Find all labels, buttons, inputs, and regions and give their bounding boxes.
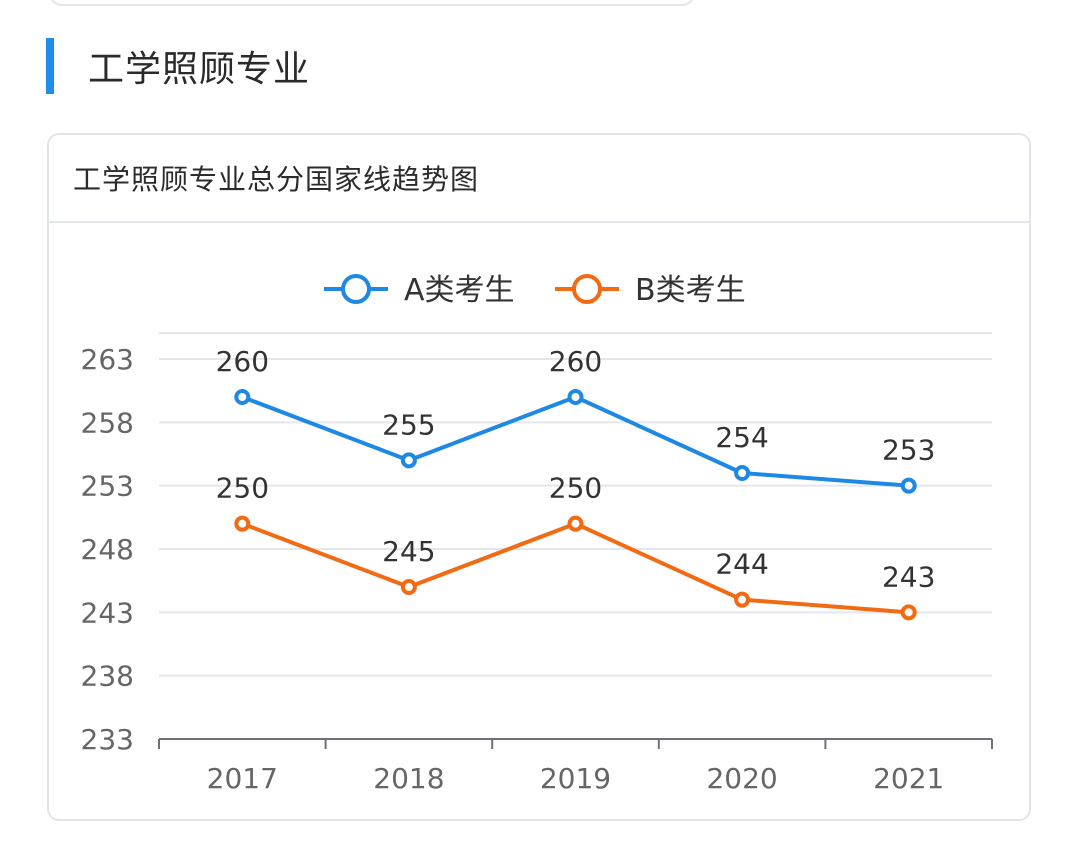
legend-label: B类考生 bbox=[635, 273, 746, 308]
previous-card-edge bbox=[48, 0, 696, 6]
section-accent-bar bbox=[46, 38, 54, 94]
data-label: 245 bbox=[382, 535, 435, 568]
x-tick-label: 2018 bbox=[373, 762, 444, 795]
data-point[interactable] bbox=[567, 389, 584, 405]
x-tick-label: 2021 bbox=[873, 762, 944, 795]
data-point[interactable] bbox=[567, 515, 584, 532]
section-header: 工学照顾专业 bbox=[46, 38, 310, 94]
data-label: 260 bbox=[549, 345, 602, 378]
x-axis-labels: 2017 2018 2019 2020 2021 bbox=[207, 762, 945, 795]
legend-marker-icon bbox=[341, 274, 371, 304]
x-tick-label: 2020 bbox=[706, 762, 777, 795]
x-axis bbox=[158, 738, 993, 749]
y-axis-labels: 263 258 253 248 243 238 233 bbox=[81, 343, 134, 756]
data-point[interactable] bbox=[900, 477, 917, 494]
y-tick-label: 263 bbox=[81, 343, 134, 376]
data-point[interactable] bbox=[234, 389, 251, 405]
data-point[interactable] bbox=[734, 465, 751, 481]
data-point[interactable] bbox=[400, 579, 417, 595]
y-tick-label: 238 bbox=[81, 660, 134, 693]
data-label: 243 bbox=[882, 560, 935, 593]
legend-item-b[interactable]: B类考生 bbox=[555, 273, 746, 308]
data-point[interactable] bbox=[734, 591, 751, 608]
data-label: 250 bbox=[549, 472, 602, 505]
legend[interactable]: A类考生 B类考生 bbox=[324, 273, 746, 308]
data-point[interactable] bbox=[900, 604, 917, 621]
data-point[interactable] bbox=[234, 515, 251, 532]
chart-card: 工学照顾专业总分国家线趋势图 263 258 253 248 243 238 233 201… bbox=[47, 133, 1031, 821]
series-line-b bbox=[241, 521, 909, 615]
y-tick-label: 233 bbox=[81, 723, 134, 756]
x-tick-label: 2019 bbox=[540, 762, 611, 795]
data-label: 260 bbox=[216, 345, 269, 378]
chart-card-title: 工学照顾专业总分国家线趋势图 bbox=[73, 163, 480, 196]
data-label: 250 bbox=[216, 472, 269, 505]
y-tick-label: 243 bbox=[81, 596, 134, 629]
series-lines bbox=[234, 389, 917, 621]
data-point[interactable] bbox=[400, 452, 417, 469]
section-title: 工学照顾专业 bbox=[88, 49, 311, 90]
x-tick-label: 2017 bbox=[207, 762, 278, 795]
y-tick-label: 258 bbox=[81, 406, 134, 439]
legend-item-a[interactable]: A类考生 bbox=[324, 273, 515, 308]
y-tick-label: 253 bbox=[81, 470, 134, 503]
legend-label: A类考生 bbox=[404, 273, 515, 308]
y-tick-label: 248 bbox=[81, 533, 134, 566]
legend-marker-icon bbox=[572, 274, 602, 304]
grid-lines bbox=[159, 332, 992, 677]
data-label: 244 bbox=[715, 548, 768, 581]
data-labels: 260 255 260 254 253 250 245 250 244 243 bbox=[216, 345, 936, 593]
chart-card-header: 工学照顾专业总分国家线趋势图 bbox=[49, 135, 1029, 223]
data-label: 254 bbox=[715, 421, 768, 454]
data-label: 255 bbox=[382, 408, 435, 441]
data-label: 253 bbox=[882, 434, 935, 467]
